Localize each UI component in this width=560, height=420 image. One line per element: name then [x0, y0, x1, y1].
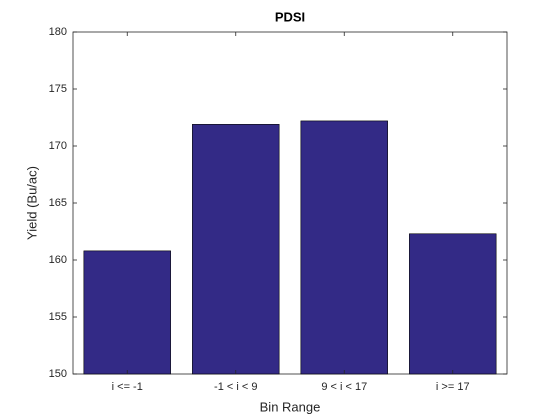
y-tick-label: 175 [49, 83, 67, 95]
bar [300, 120, 388, 375]
x-axis-label: Bin Range [260, 399, 321, 414]
x-tick-label: i <= -1 [112, 381, 143, 393]
x-tick-label: -1 < i < 9 [214, 381, 257, 393]
x-tick-label: 9 < i < 17 [321, 381, 367, 393]
y-tick-label: 150 [49, 368, 67, 380]
y-tick-label: 180 [49, 26, 67, 38]
y-tick-label: 165 [49, 197, 67, 209]
bar [409, 233, 497, 375]
y-tick-label: 160 [49, 254, 67, 266]
bar [83, 250, 171, 375]
bar [192, 124, 280, 375]
y-tick-label: 170 [49, 140, 67, 152]
x-tick-label: i >= 17 [436, 381, 470, 393]
chart-title: PDSI [275, 9, 305, 24]
y-axis-label: Yield (Bu/ac) [24, 166, 39, 240]
y-tick-label: 155 [49, 311, 67, 323]
